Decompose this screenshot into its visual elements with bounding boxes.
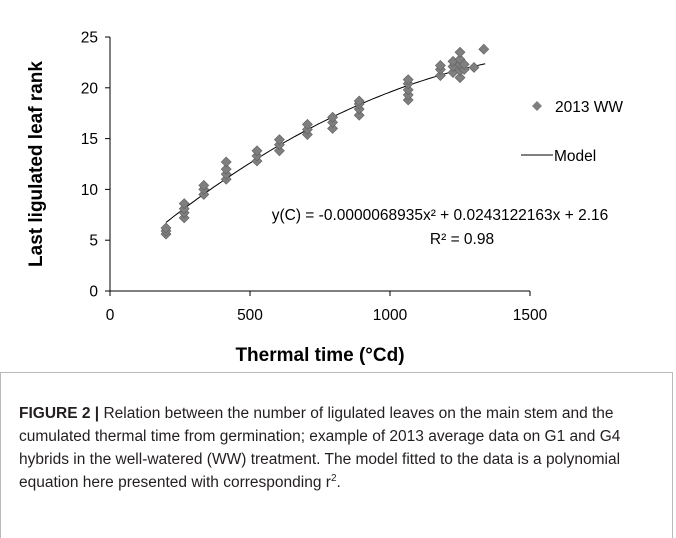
y-tick-label: 5 — [89, 233, 98, 250]
data-point — [301, 118, 313, 130]
figure-caption: FIGURE 2 | Relation between the number o… — [19, 402, 659, 494]
caption-text-main: Relation between the number of ligulated… — [19, 405, 621, 491]
data-point — [353, 95, 365, 107]
chart-area: 0 5 10 15 20 25 0 500 1000 1500 Thermal time (°Cd)… — [26, 30, 623, 367]
data-point — [478, 43, 490, 55]
scatter-chart: 0 5 10 15 20 25 0 500 1000 1500 Thermal time (°Cd)… — [26, 30, 623, 367]
x-tick-label: 0 — [106, 307, 115, 324]
model-curve — [165, 63, 486, 223]
caption-label: FIGURE 2 | — [19, 405, 100, 422]
data-point — [220, 163, 232, 175]
data-point — [458, 59, 470, 70]
data-point — [327, 123, 339, 134]
caption-box — [0, 372, 673, 538]
data-point — [273, 145, 285, 157]
caption-superscript: 2 — [330, 472, 337, 484]
y-tick-label: 15 — [81, 131, 98, 148]
legend-label-model: Model — [554, 148, 596, 165]
data-point — [198, 179, 210, 191]
data-point — [434, 60, 446, 71]
x-tick-label: 1000 — [373, 307, 408, 324]
data-point — [353, 109, 365, 121]
data-point — [178, 198, 190, 210]
data-point — [273, 134, 285, 146]
data-point — [402, 84, 414, 96]
data-point — [160, 222, 172, 234]
y-axis-title: Last ligulated leaf rank — [26, 61, 47, 267]
y-tick-label: 0 — [89, 284, 98, 301]
y-tick-label: 20 — [81, 80, 99, 97]
x-tick-label: 500 — [237, 307, 263, 324]
data-point — [454, 46, 466, 58]
x-tick-label: 1500 — [513, 307, 548, 324]
y-tick-label: 10 — [81, 182, 99, 199]
caption-text-end: . — [336, 474, 341, 491]
y-tick-label: 25 — [81, 30, 98, 47]
data-point — [251, 145, 263, 157]
data-point — [454, 72, 466, 84]
legend-marker-2013ww — [532, 101, 542, 111]
data-point — [468, 62, 480, 73]
data-point — [220, 156, 232, 168]
legend-label-2013ww: 2013 WW — [555, 99, 623, 116]
x-axis-title: Thermal time (°Cd) — [235, 345, 404, 366]
data-point — [327, 111, 339, 123]
equation-annotation: y(C) = -0.0000068935x² + 0.0243122163x +… — [272, 207, 609, 224]
r-squared-annotation: R² = 0.98 — [430, 231, 494, 248]
data-point — [434, 70, 446, 82]
data-point — [402, 74, 414, 86]
